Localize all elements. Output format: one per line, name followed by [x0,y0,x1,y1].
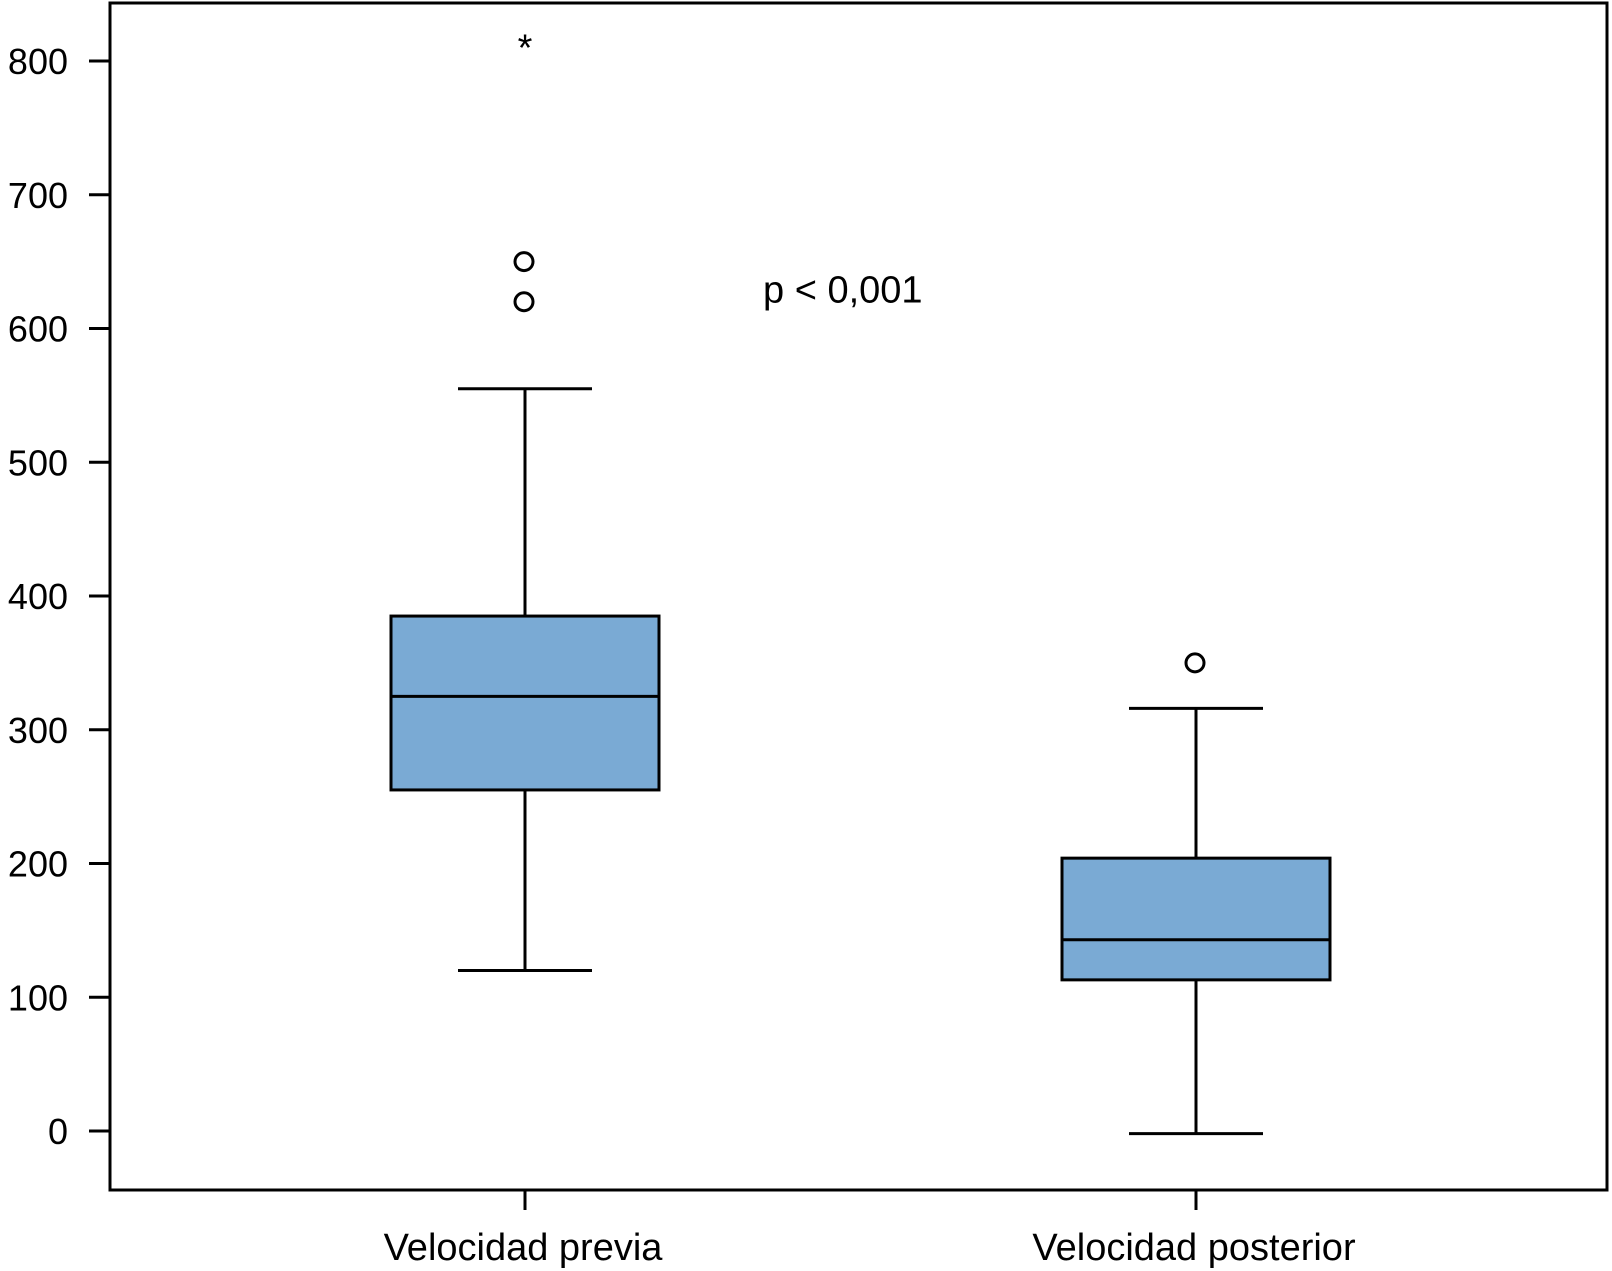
x-category-label: Velocidad posterior [1032,1227,1356,1269]
y-tick-label-200: 200 [8,844,68,885]
iqr-box [1060,856,1332,982]
box-group-1: * [389,27,661,972]
y-tick-label-400: 400 [8,576,68,617]
y-tick-label-100: 100 [8,977,68,1018]
plot-frame [108,1,1609,1192]
box-group-2 [1060,652,1332,1136]
iqr-box [389,614,661,792]
p-value-annotation: p < 0,001 [763,269,923,311]
outlier-point [1184,652,1206,674]
y-tick-label-600: 600 [8,309,68,350]
y-tick-label-700: 700 [8,175,68,216]
y-tick-label-800: 800 [8,41,68,82]
outlier-point [513,251,535,273]
y-tick-label-0: 0 [48,1111,68,1152]
extreme-point: * [518,27,533,69]
x-category-label: Velocidad previa [384,1227,664,1269]
boxes: * [389,27,1332,1136]
outlier-point [513,291,535,313]
x-axis: Velocidad previa Velocidad posterior [384,1190,1356,1269]
y-axis: 0 100 200 300 400 500 600 700 800 [8,41,110,1152]
y-tick-label-500: 500 [8,442,68,483]
y-tick-label-300: 300 [8,710,68,751]
